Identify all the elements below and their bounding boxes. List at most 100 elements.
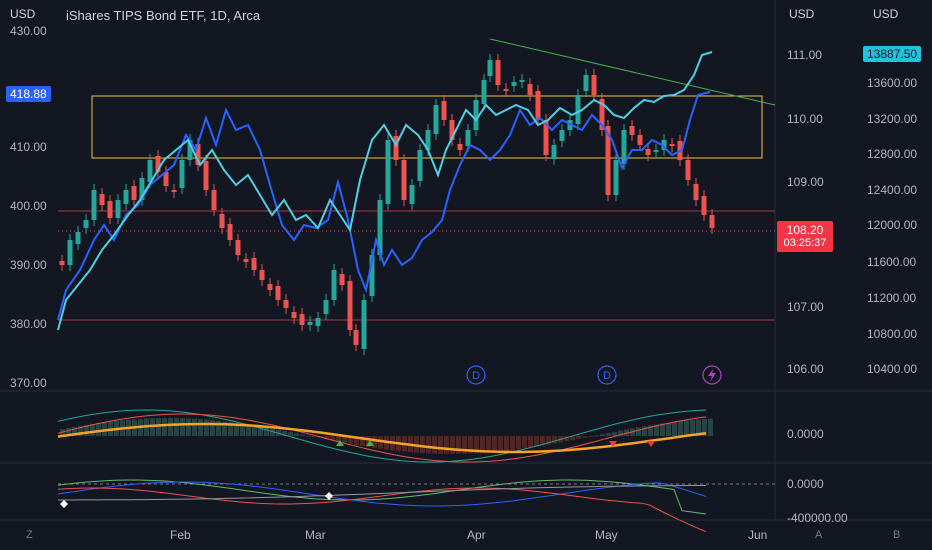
candle[interactable] (449, 120, 455, 140)
mid-axis-currency[interactable]: USD (789, 7, 815, 21)
candle[interactable] (187, 140, 193, 160)
candle[interactable] (83, 220, 89, 228)
candle[interactable] (385, 140, 391, 204)
candle[interactable] (267, 284, 273, 290)
candle[interactable] (163, 172, 169, 186)
rectangle-zone[interactable] (91, 95, 763, 159)
oscillator2-grey-line[interactable] (58, 485, 706, 501)
macd-histogram[interactable] (60, 418, 713, 454)
trendline[interactable] (489, 38, 776, 106)
candle[interactable] (481, 80, 487, 104)
candle[interactable] (487, 60, 493, 76)
candle[interactable] (123, 190, 129, 204)
candle[interactable] (139, 178, 145, 200)
candle[interactable] (67, 240, 73, 265)
candle[interactable] (283, 300, 289, 308)
candle[interactable] (251, 258, 257, 270)
candle[interactable] (559, 130, 565, 141)
candle[interactable] (645, 149, 651, 155)
candle[interactable] (75, 232, 81, 244)
candle[interactable] (377, 200, 383, 255)
candle[interactable] (401, 160, 407, 200)
candle[interactable] (591, 75, 597, 95)
candle[interactable] (661, 140, 667, 150)
candle[interactable] (583, 75, 589, 91)
candle[interactable] (259, 270, 265, 280)
candle[interactable] (543, 120, 549, 155)
candle[interactable] (219, 214, 225, 228)
candle[interactable] (551, 145, 557, 159)
candle[interactable] (195, 144, 201, 165)
candle[interactable] (465, 130, 471, 146)
candle[interactable] (653, 150, 659, 152)
candle[interactable] (669, 144, 675, 146)
candle[interactable] (473, 100, 479, 130)
candle[interactable] (307, 322, 313, 325)
candle[interactable] (107, 201, 113, 218)
candle[interactable] (637, 135, 643, 145)
base-scale-button[interactable]: B (893, 529, 901, 541)
candle[interactable] (441, 101, 447, 120)
zoom-reset-button[interactable]: Z (26, 529, 33, 541)
candle[interactable] (621, 130, 627, 164)
candle[interactable] (171, 190, 177, 192)
candlestick-series[interactable] (59, 54, 715, 355)
candle[interactable] (323, 300, 329, 314)
candle[interactable] (115, 200, 121, 218)
candle[interactable] (693, 184, 699, 200)
candle[interactable] (299, 314, 305, 325)
candle[interactable] (227, 224, 233, 240)
candle[interactable] (701, 196, 707, 215)
candle[interactable] (235, 240, 241, 255)
compare-line-blue[interactable] (57, 91, 711, 321)
candle[interactable] (59, 261, 65, 265)
candle[interactable] (155, 156, 161, 172)
candle[interactable] (91, 190, 97, 220)
candle[interactable] (211, 190, 217, 210)
candle[interactable] (613, 160, 619, 195)
right-axis-currency[interactable]: USD (873, 7, 899, 21)
oscillator-fast-line[interactable] (57, 409, 707, 463)
candle[interactable] (131, 186, 137, 200)
symbol-title[interactable]: iShares TIPS Bond ETF, 1D, Arca (66, 8, 261, 23)
candle[interactable] (275, 286, 281, 300)
candle[interactable] (393, 136, 399, 160)
oscillator2-red-line[interactable] (57, 487, 707, 533)
candle[interactable] (291, 312, 297, 318)
candle[interactable] (99, 194, 105, 205)
dividend-marker[interactable]: D (466, 365, 486, 385)
candle[interactable] (519, 80, 525, 82)
oscillator2-green-line[interactable] (57, 479, 707, 515)
candle[interactable] (709, 215, 715, 228)
candle[interactable] (527, 84, 533, 95)
candle[interactable] (599, 99, 605, 130)
auto-scale-button[interactable]: A (815, 529, 823, 541)
compare-line-cyan[interactable] (57, 51, 713, 331)
candle[interactable] (339, 274, 345, 285)
candle[interactable] (457, 144, 463, 150)
event-flash-icon[interactable] (702, 365, 722, 385)
candle[interactable] (535, 91, 541, 120)
candle[interactable] (347, 281, 353, 330)
oscillator2-blue-line[interactable] (57, 481, 707, 507)
candle[interactable] (417, 150, 423, 181)
candle[interactable] (179, 160, 185, 188)
candle[interactable] (425, 130, 431, 150)
candle[interactable] (685, 160, 691, 180)
oscillator-slow-line[interactable] (57, 413, 707, 463)
candle[interactable] (629, 126, 635, 135)
candle[interactable] (353, 330, 359, 345)
candle[interactable] (575, 95, 581, 124)
dividend-marker[interactable]: D (597, 365, 617, 385)
candle[interactable] (511, 82, 517, 86)
candle[interactable] (409, 185, 415, 204)
oscillator-average-line[interactable] (57, 422, 707, 454)
candle[interactable] (147, 160, 153, 182)
candle[interactable] (361, 300, 367, 349)
candle[interactable] (315, 318, 321, 326)
candle[interactable] (433, 105, 439, 134)
left-axis-currency[interactable]: USD (10, 7, 36, 21)
candle[interactable] (605, 126, 611, 195)
candle[interactable] (331, 270, 337, 300)
